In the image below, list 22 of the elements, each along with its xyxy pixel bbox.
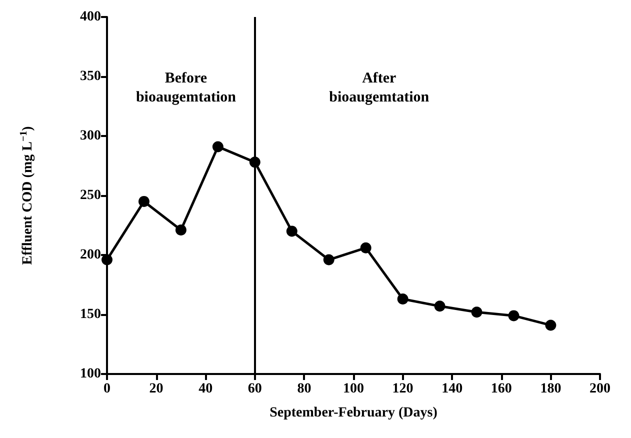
annotation: Before bioaugemtation — [136, 70, 237, 106]
x-tick-label: 100 — [343, 382, 364, 396]
y-tick-label: 100 — [80, 366, 101, 382]
y-tick-label: 200 — [80, 248, 101, 262]
x-tick-label: 80 — [297, 382, 312, 396]
x-tick-label: 160 — [490, 382, 512, 396]
x-tick-label: 20 — [149, 382, 164, 396]
annotation: After bioaugemtation — [329, 70, 430, 106]
x-tick-label: 60 — [248, 382, 262, 396]
x-tick-label: 120 — [392, 382, 414, 396]
y-tick-label: 150 — [80, 307, 101, 322]
x-tick-label: 200 — [590, 382, 610, 396]
x-tick-label: 0 — [104, 382, 110, 396]
x-tick-label: 140 — [442, 382, 463, 396]
y-tick-label: 400 — [80, 10, 101, 24]
y-tick-label: 350 — [80, 69, 101, 84]
x-tick-label: 180 — [540, 382, 562, 396]
y-tick-label: 300 — [80, 128, 101, 144]
x-axis-title: September-February (Days) — [270, 406, 438, 420]
y-tick-label: 250 — [80, 188, 101, 203]
y-axis-title: Effluent COD (mg L−1) — [18, 126, 36, 265]
x-tick-label: 40 — [198, 382, 213, 396]
